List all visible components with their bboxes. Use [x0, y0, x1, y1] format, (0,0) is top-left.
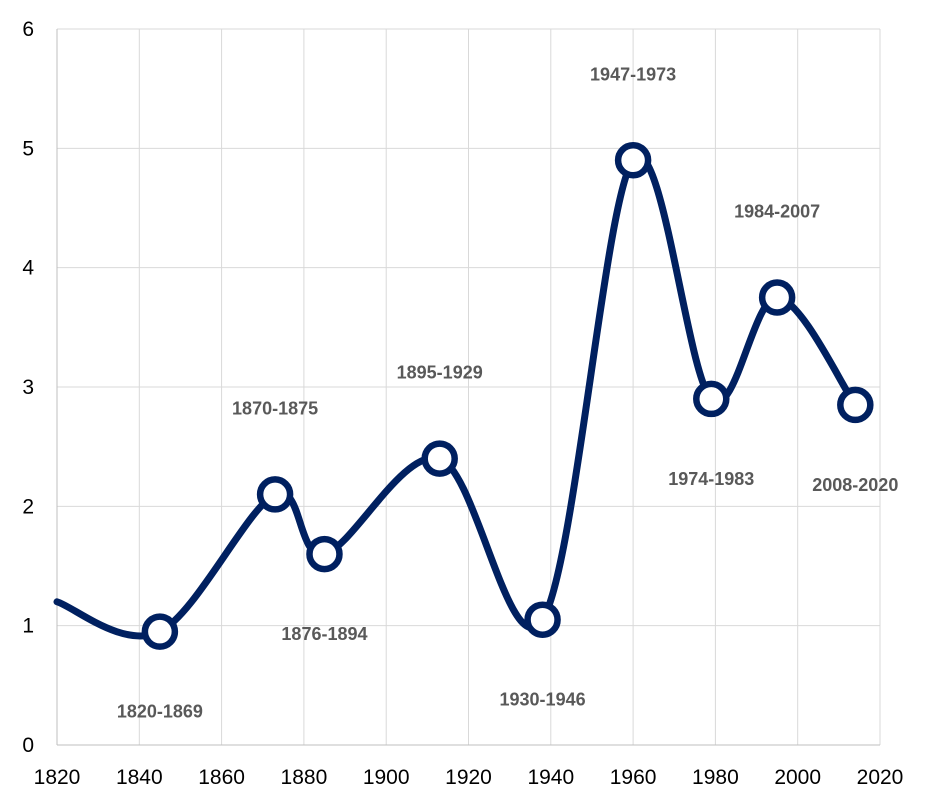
y-tick-label: 3 — [22, 376, 34, 399]
period-label: 1974-1983 — [668, 469, 754, 489]
x-tick-label: 1940 — [527, 766, 574, 789]
data-point-marker — [693, 380, 730, 418]
period-label: 1820-1869 — [117, 702, 203, 722]
period-label: 1876-1894 — [281, 624, 367, 644]
data-labels: 1820-1869 1870-1875 1876-1894 1895-1929 1930… — [117, 64, 899, 721]
data-point-marker — [614, 142, 652, 179]
x-tick-label: 1900 — [363, 766, 410, 789]
period-label: 1984-2007 — [734, 202, 820, 222]
x-tick-label: 1980 — [692, 766, 739, 789]
x-tick-label: 2020 — [857, 766, 904, 789]
x-tick-label: 2000 — [774, 766, 821, 789]
x-tick-label: 1820 — [34, 766, 81, 789]
y-tick-label: 4 — [22, 257, 34, 280]
period-label: 1895-1929 — [397, 363, 483, 383]
data-point-marker — [837, 386, 874, 424]
period-label: 1947-1973 — [590, 64, 676, 84]
data-point-marker — [758, 279, 796, 316]
x-tick-label: 1880 — [281, 766, 328, 789]
x-tick-label: 1920 — [445, 766, 492, 789]
axes — [56, 29, 880, 746]
series-layer — [53, 153, 859, 640]
x-tick-label: 1840 — [116, 766, 163, 789]
x-tick-label: 1960 — [610, 766, 657, 789]
y-tick-label: 5 — [22, 137, 34, 160]
gridlines — [57, 28, 881, 745]
period-label: 2008-2020 — [812, 475, 898, 495]
period-label: 1870-1875 — [232, 398, 318, 418]
y-tick-label: 1 — [22, 615, 34, 638]
data-point-marker — [421, 440, 458, 477]
data-point-marker — [306, 535, 343, 573]
tick-labels: 0 1 2 3 4 5 6 1820 1840 1860 1880 1900 1920 1940 1960 1… — [22, 18, 903, 789]
data-point-marker — [141, 613, 179, 650]
y-tick-label: 2 — [22, 495, 34, 518]
period-label: 1930-1946 — [500, 690, 586, 710]
data-point-marker — [524, 601, 561, 638]
y-tick-label: 6 — [22, 18, 34, 41]
x-tick-label: 1860 — [198, 766, 245, 789]
markers — [141, 142, 874, 650]
series-line — [53, 153, 859, 640]
y-tick-label: 0 — [22, 734, 34, 757]
data-point-marker — [256, 476, 294, 513]
